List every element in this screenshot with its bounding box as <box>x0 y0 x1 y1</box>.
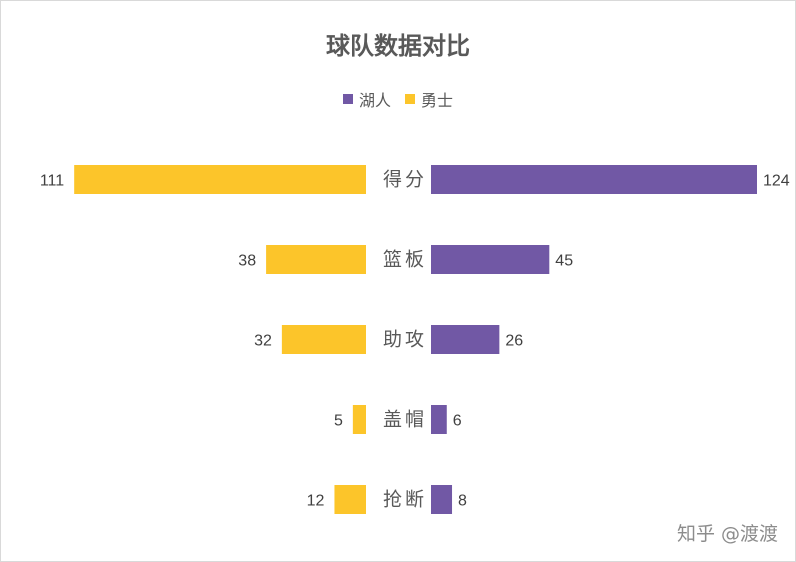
bar-warriors-4 <box>334 485 366 514</box>
category-label-2: 助攻 <box>383 329 427 351</box>
category-label-3: 盖帽 <box>383 409 427 431</box>
legend-label-lakers: 湖人 <box>358 91 391 110</box>
legend: 湖人 勇士 <box>0 87 796 111</box>
chart-title: 球队数据对比 <box>326 32 470 60</box>
category-label-1: 篮板 <box>383 249 427 271</box>
value-label-warriors-3: 5 <box>334 413 343 430</box>
bar-lakers-0 <box>431 165 757 194</box>
value-label-warriors-0: 111 <box>40 173 64 190</box>
value-label-lakers-2: 26 <box>505 333 523 350</box>
bar-lakers-2 <box>431 325 500 354</box>
bar-warriors-0 <box>74 165 366 194</box>
value-label-lakers-4: 8 <box>458 493 467 510</box>
value-label-warriors-2: 32 <box>254 333 272 350</box>
bar-warriors-1 <box>266 245 366 274</box>
legend-swatch-lakers <box>342 94 353 104</box>
category-label-0: 得分 <box>383 169 427 191</box>
value-label-lakers-3: 6 <box>453 413 462 430</box>
category-label-4: 抢断 <box>383 489 427 511</box>
value-label-warriors-4: 12 <box>307 493 325 510</box>
bar-warriors-3 <box>352 405 366 434</box>
legend-swatch-warriors <box>405 94 415 104</box>
value-label-lakers-0: 124 <box>763 173 790 190</box>
legend-item-warriors: 勇士 <box>405 87 453 111</box>
value-label-lakers-1: 45 <box>555 253 573 270</box>
legend-item-lakers: 湖人 <box>342 87 391 111</box>
legend-label-warriors: 勇士 <box>421 91 454 110</box>
watermark: 知乎 @渡渡 <box>676 523 778 545</box>
bar-lakers-4 <box>431 485 453 514</box>
bar-warriors-2 <box>281 325 366 354</box>
value-label-warriors-1: 38 <box>238 253 256 270</box>
bar-lakers-1 <box>431 245 550 274</box>
bar-lakers-3 <box>431 405 447 434</box>
